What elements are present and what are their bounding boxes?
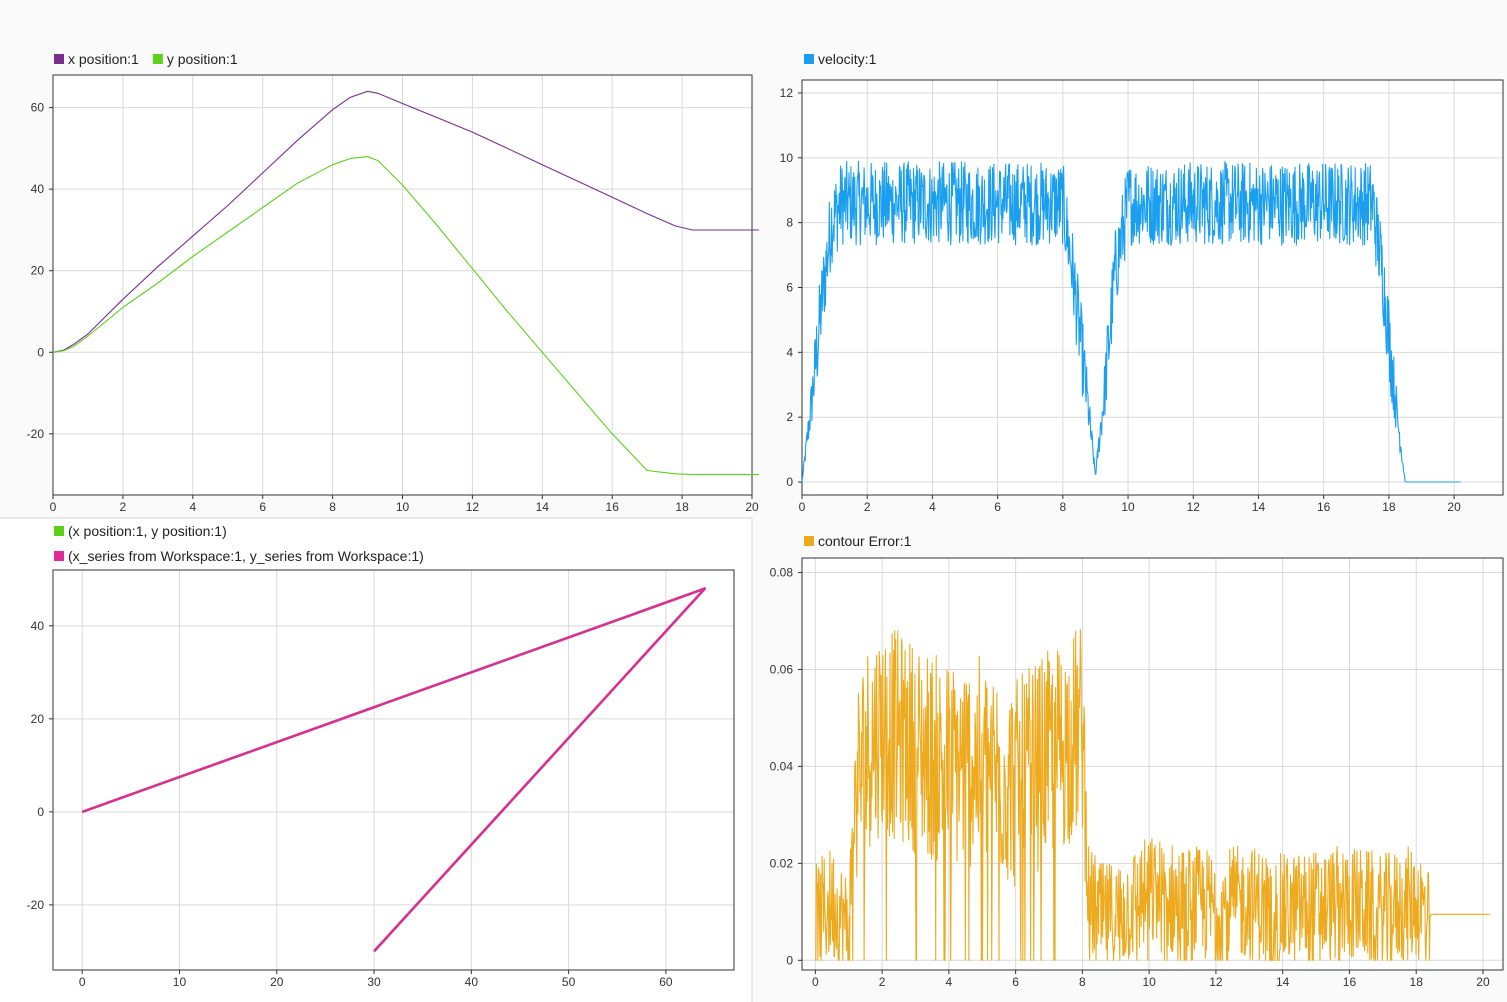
x-tick-label: 0: [50, 500, 57, 514]
x-tick-label: 4: [946, 975, 953, 989]
y-tick-label: 0: [786, 953, 793, 967]
legend-swatch: [804, 54, 814, 64]
x-tick-label: 8: [1079, 975, 1086, 989]
y-tick-label: 0.04: [770, 759, 794, 773]
y-tick-label: -20: [27, 898, 45, 912]
x-tick-label: 14: [1252, 500, 1266, 514]
y-tick-label: 20: [31, 712, 45, 726]
y-tick-label: 0: [786, 475, 793, 489]
y-tick-label: 0.02: [770, 856, 794, 870]
x-tick-label: 12: [1209, 975, 1223, 989]
plot-area: [52, 569, 735, 971]
y-tick-label: 4: [786, 345, 793, 359]
x-tick-label: 2: [879, 975, 886, 989]
x-tick-label: 20: [745, 500, 759, 514]
y-tick-label: 0.08: [770, 566, 794, 580]
legend-swatch: [54, 526, 64, 536]
legend-label[interactable]: contour Error:1: [818, 533, 912, 549]
x-tick-label: 8: [1059, 500, 1066, 514]
x-tick-label: 18: [1410, 975, 1424, 989]
y-tick-label: 0: [37, 805, 44, 819]
velocity-chart[interactable]: 0 2 4 6 8 10 12 14 16 18 20 0 2 4 6 8 10 12 velocity:1: [780, 51, 1504, 514]
x-tick-label: 60: [659, 975, 673, 989]
y-tick-label: 40: [31, 182, 45, 196]
x-tick-label: 2: [120, 500, 127, 514]
x-tick-label: 16: [1343, 975, 1357, 989]
series-line[interactable]: [801, 160, 1461, 483]
x-tick-label: 6: [259, 500, 266, 514]
x-tick-label: 10: [1142, 975, 1156, 989]
x-tick-label: 50: [562, 975, 576, 989]
x-tick-label: 20: [270, 975, 284, 989]
legend-label[interactable]: (x_series from Workspace:1, y_series fro…: [68, 548, 424, 564]
plot-frame: [801, 557, 1504, 971]
x-tick-label: 18: [1382, 500, 1396, 514]
y-tick-label: 10: [780, 151, 794, 165]
x-tick-label: 40: [465, 975, 479, 989]
x-tick-label: 12: [1187, 500, 1201, 514]
series-line[interactable]: [52, 90, 759, 353]
legend-swatch: [54, 551, 64, 561]
x-tick-label: 0: [799, 500, 806, 514]
x-tick-label: 0: [79, 975, 86, 989]
x-tick-label: 10: [1121, 500, 1135, 514]
legend-swatch: [54, 54, 64, 64]
legend-label[interactable]: x position:1: [68, 51, 139, 67]
x-tick-label: 6: [994, 500, 1001, 514]
x-tick-label: 2: [864, 500, 871, 514]
legend-swatch: [804, 536, 814, 546]
legend-label[interactable]: (x position:1, y position:1): [68, 523, 227, 539]
y-tick-label: 40: [31, 619, 45, 633]
x-tick-label: 18: [675, 500, 689, 514]
x-tick-label: 4: [929, 500, 936, 514]
y-tick-label: 0.06: [770, 662, 794, 676]
series-line[interactable]: [52, 156, 759, 476]
y-tick-label: 0: [37, 345, 44, 359]
y-tick-label: 60: [31, 101, 45, 115]
series-line[interactable]: [815, 629, 1490, 961]
plot-frame: [801, 79, 1504, 496]
contour-error-chart[interactable]: 0 2 4 6 8 10 12 14 16 18 20 0 0.02 0.04 0.06 0.08 contou…: [770, 533, 1504, 989]
y-tick-label: 8: [786, 216, 793, 230]
x-tick-label: 12: [466, 500, 480, 514]
y-tick-label: 20: [31, 264, 45, 278]
legend-swatch: [152, 54, 163, 64]
y-tick-label: 2: [786, 410, 793, 424]
x-tick-label: 16: [606, 500, 620, 514]
plot-frame: [52, 74, 753, 496]
x-tick-label: 20: [1447, 500, 1461, 514]
x-tick-label: 16: [1317, 500, 1331, 514]
legend-label[interactable]: y position:1: [167, 51, 238, 67]
y-tick-label: -20: [27, 427, 45, 441]
y-tick-label: 6: [786, 281, 793, 295]
x-tick-label: 14: [1276, 975, 1290, 989]
x-tick-label: 30: [367, 975, 381, 989]
xy-trajectory-chart[interactable]: 0 10 20 30 40 50 60 -20 0 20 40 (x position:1, y po…: [27, 523, 735, 989]
x-tick-label: 10: [396, 500, 410, 514]
x-tick-label: 8: [329, 500, 336, 514]
x-tick-label: 10: [173, 975, 187, 989]
x-tick-label: 20: [1476, 975, 1490, 989]
plot-frame: [52, 569, 735, 971]
x-tick-label: 4: [189, 500, 196, 514]
x-tick-label: 14: [536, 500, 550, 514]
legend-label[interactable]: velocity:1: [818, 51, 877, 67]
x-tick-label: 6: [1012, 975, 1019, 989]
position-chart[interactable]: 0 2 4 6 8 10 12 14 16 18 20 -20 0 20 40 60 x position:1 y…: [27, 51, 759, 514]
series-line[interactable]: [81, 587, 707, 953]
x-tick-label: 0: [812, 975, 819, 989]
y-tick-label: 12: [780, 86, 794, 100]
